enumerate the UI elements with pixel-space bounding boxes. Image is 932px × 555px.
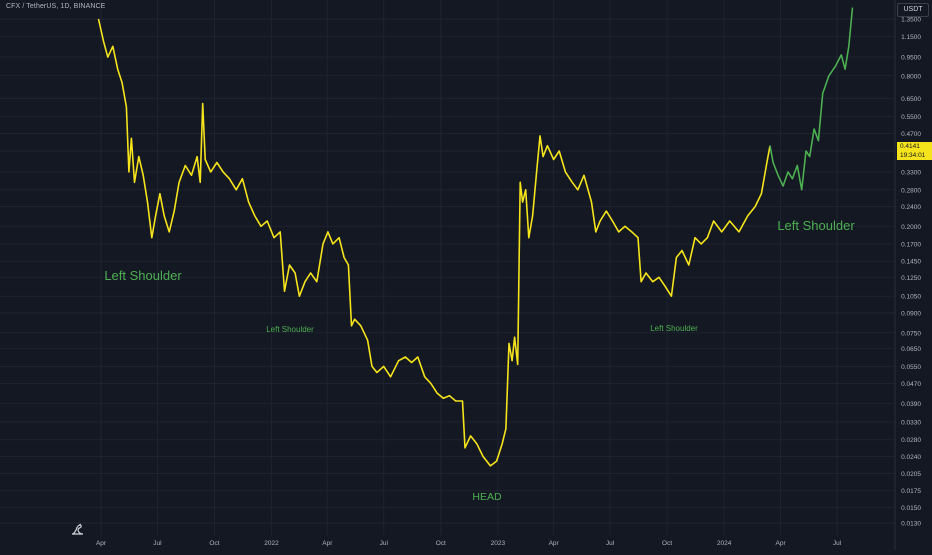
price-tick-label: 0.9500 bbox=[901, 55, 921, 62]
tradingview-logo-icon[interactable] bbox=[70, 520, 92, 536]
annotations: Left Shoulder Left Shoulder HEAD Left Shoul… bbox=[104, 218, 855, 503]
time-tick-label: Oct bbox=[436, 540, 446, 547]
price-tick-label: 0.0390 bbox=[901, 401, 921, 408]
time-tick-label: Oct bbox=[209, 540, 219, 547]
price-line-history bbox=[97, 18, 771, 467]
time-tick-label: Apr bbox=[322, 540, 333, 547]
price-tick-label: 0.1700 bbox=[901, 241, 921, 248]
price-tick-label: 1.3500 bbox=[901, 17, 921, 24]
price-tick-label: 0.2000 bbox=[901, 224, 921, 231]
time-tick-label: Apr bbox=[776, 540, 787, 547]
time-tick-label: Jul bbox=[606, 540, 615, 547]
price-tick-label: 0.0130 bbox=[901, 521, 921, 528]
time-axis[interactable]: Apr Jul Oct 2022 Apr Jul Oct 2023 Apr Jul Oct 2024 A… bbox=[96, 540, 842, 547]
price-tick-label: 0.0650 bbox=[901, 346, 921, 353]
price-tick-label: 0.0205 bbox=[901, 471, 921, 478]
time-tick-label: Jul bbox=[833, 540, 842, 547]
time-tick-label: Jul bbox=[380, 540, 389, 547]
price-tick-label: 1.1500 bbox=[901, 34, 921, 41]
time-tick-label: Apr bbox=[549, 540, 560, 547]
price-tick-label: 0.0175 bbox=[901, 488, 921, 495]
price-tick-label: 0.6500 bbox=[901, 96, 921, 103]
price-tick-label: 0.0750 bbox=[901, 330, 921, 337]
price-tick-label: 0.5500 bbox=[901, 114, 921, 121]
price-tick-label: 0.0330 bbox=[901, 419, 921, 426]
currency-label[interactable]: USDT bbox=[897, 3, 929, 17]
price-axis-background bbox=[895, 0, 932, 550]
price-tick-label: 0.8000 bbox=[901, 73, 921, 80]
time-tick-label: 2022 bbox=[264, 540, 279, 547]
price-tick-label: 0.2400 bbox=[901, 204, 921, 211]
price-tick-label: 0.2800 bbox=[901, 187, 921, 194]
price-tick-label: 0.1250 bbox=[901, 275, 921, 282]
last-price-tag: 0.4141 19:34:01 bbox=[897, 142, 932, 160]
annotation-head: HEAD bbox=[472, 491, 502, 503]
symbol-title[interactable]: CFX / TetherUS, 1D, BINANCE bbox=[6, 3, 106, 10]
grid bbox=[0, 0, 895, 535]
time-tick-label: 2023 bbox=[491, 540, 506, 547]
time-tick-label: 2024 bbox=[717, 540, 732, 547]
time-tick-label: Jul bbox=[153, 540, 162, 547]
annotation-left-shoulder: Left Shoulder bbox=[777, 218, 855, 233]
annotation-left-shoulder: Left Shoulder bbox=[266, 325, 314, 334]
price-tick-label: 0.0280 bbox=[901, 437, 921, 444]
price-tick-label: 0.0240 bbox=[901, 454, 921, 461]
time-tick-label: Oct bbox=[662, 540, 672, 547]
annotation-left-shoulder: Left Shoulder bbox=[650, 324, 698, 333]
annotation-left-shoulder: Left Shoulder bbox=[104, 268, 182, 283]
price-tick-label: 0.0470 bbox=[901, 381, 921, 388]
time-tick-label: Apr bbox=[96, 540, 107, 547]
bar-countdown: 19:34:01 bbox=[900, 152, 926, 159]
price-lines bbox=[97, 7, 854, 467]
price-tick-label: 0.3300 bbox=[901, 169, 921, 176]
price-tick-label: 0.1050 bbox=[901, 294, 921, 301]
price-tick-label: 0.1450 bbox=[901, 259, 921, 266]
price-tick-label: 0.0150 bbox=[901, 505, 921, 512]
last-price: 0.4141 bbox=[900, 143, 920, 150]
price-tick-label: 0.4700 bbox=[901, 131, 921, 138]
price-tick-label: 0.0900 bbox=[901, 310, 921, 317]
price-tick-label: 0.0550 bbox=[901, 364, 921, 371]
price-axis[interactable]: 1.3500 1.1500 0.9500 0.8000 0.6500 0.5500 0.47… bbox=[894, 0, 932, 550]
price-line-recent bbox=[769, 7, 854, 191]
